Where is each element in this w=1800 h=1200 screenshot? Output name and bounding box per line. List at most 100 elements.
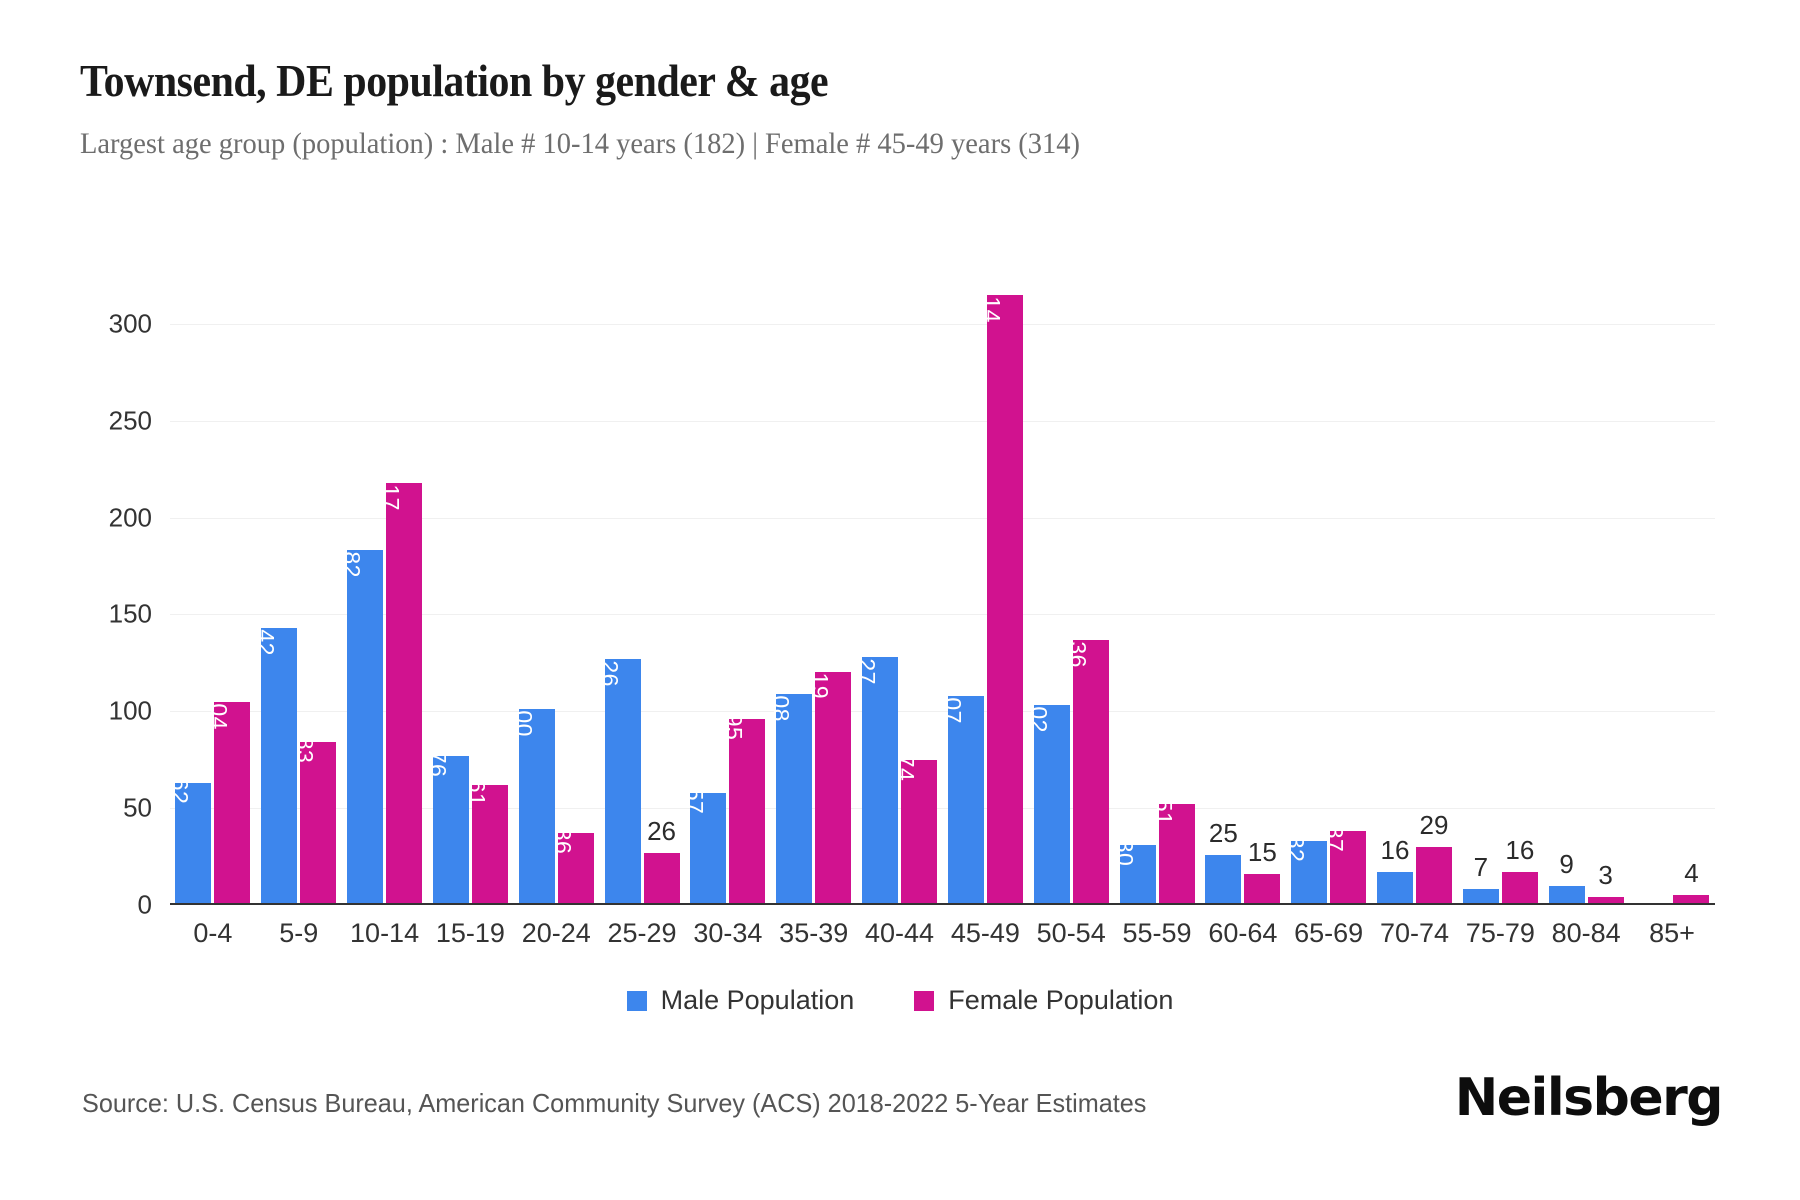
bar-value-inside: 36	[549, 827, 576, 855]
bar-value-inside: 83	[292, 736, 319, 764]
page-subtitle: Largest age group (population) : Male # …	[80, 127, 1081, 160]
bar-male-5-9[interactable]: 142	[253, 616, 298, 903]
page-title: Townsend, DE population by gender & age	[80, 56, 829, 106]
bar-group: 16 29	[1372, 285, 1458, 903]
bar-value-inside: 32	[1283, 835, 1310, 863]
y-axis-tick-label: 100	[108, 695, 152, 726]
bar-male-15-19[interactable]: 76	[425, 750, 469, 903]
bar-female-10-14[interactable]: 217	[378, 471, 423, 903]
bar-female-25-29[interactable]: 26	[643, 816, 680, 903]
bar-value-inside: 127	[854, 645, 881, 685]
x-axis-category-label: 40-44	[865, 918, 935, 948]
bar-value-inside: 76	[424, 750, 451, 778]
bar-male-30-34[interactable]: 57	[682, 787, 727, 903]
bar-female-80-84[interactable]: 3	[1587, 860, 1624, 903]
bar-male-25-29[interactable]: 126	[597, 647, 641, 903]
bar-female-85+[interactable]: 4	[1673, 858, 1710, 903]
bar-male-60-64[interactable]: 25	[1205, 818, 1242, 903]
y-axis-tick-label: 200	[108, 502, 152, 532]
bar-group: 107 314	[940, 283, 1028, 903]
bar-group: 182 217	[339, 285, 428, 903]
x-axis-category-label: 65-69	[1294, 918, 1364, 948]
x-axis-category-label: 25-29	[607, 918, 677, 948]
gridline	[170, 420, 1715, 422]
bar-male-45-49[interactable]: 107	[940, 684, 984, 903]
bar-value-inside: 182	[339, 538, 366, 579]
bar-value-outside: 4	[1684, 858, 1699, 889]
bar-male-55-59[interactable]: 30	[1112, 840, 1156, 903]
bar-male-10-14[interactable]: 182	[339, 538, 384, 903]
gridline	[170, 323, 1715, 325]
bar-value-inside: 108	[768, 681, 795, 722]
x-axis-category-label: 5-9	[279, 918, 319, 948]
x-axis-category-label: 75-79	[1465, 918, 1535, 948]
bar-female-20-24[interactable]: 36	[550, 828, 594, 903]
x-axis-category-label: 50-54	[1036, 918, 1106, 948]
bar-male-70-74[interactable]: 16	[1377, 835, 1413, 903]
bar-male-50-54[interactable]: 102	[1026, 693, 1070, 903]
bar-male-35-39[interactable]: 108	[768, 682, 813, 903]
x-axis-category-label: 15-19	[435, 918, 505, 948]
bar-female-70-74[interactable]: 29	[1416, 810, 1452, 903]
x-axis-category-label: 45-49	[950, 918, 1020, 948]
y-axis-tick-label: 0	[137, 889, 152, 920]
legend-swatch-icon	[626, 990, 647, 1011]
bar-female-5-9[interactable]: 83	[292, 737, 337, 903]
bar-group: 142 83	[253, 285, 342, 903]
bar-value-inside: 57	[682, 787, 709, 814]
bar-value-outside: 16	[1380, 835, 1410, 865]
source-note: Source: U.S. Census Bureau, American Com…	[82, 1088, 1147, 1118]
bar-group: 108 119	[768, 285, 857, 903]
bar-value-inside: 107	[939, 683, 966, 724]
gridline	[170, 614, 1715, 616]
bar-male-40-44[interactable]: 127	[854, 645, 899, 903]
bar-female-65-69[interactable]: 37	[1322, 826, 1367, 903]
legend-item[interactable]: Male Population	[626, 985, 855, 1016]
gridline	[170, 808, 1715, 810]
bar-value-inside: 61	[463, 779, 490, 807]
bar-value-inside: 136	[1064, 627, 1091, 668]
bar-female-15-19[interactable]: 61	[464, 780, 508, 903]
bar-value-inside: 30	[1111, 839, 1138, 867]
gridline	[170, 517, 1715, 519]
chart-legend: Male Population Female Population	[0, 985, 1800, 1016]
bar-group: 100 36	[511, 285, 599, 903]
bar-group: 126 26	[597, 285, 685, 903]
bar-female-60-64[interactable]: 15	[1244, 837, 1281, 903]
bar-female-0-4[interactable]: 104	[206, 690, 251, 903]
bar-value-inside: 104	[206, 689, 233, 730]
bar-value-inside: 102	[1025, 693, 1052, 734]
bar-female-40-44[interactable]: 74	[893, 754, 938, 903]
bar-female-45-49[interactable]: 314	[979, 283, 1023, 903]
bar-value-inside: 119	[807, 661, 834, 700]
y-axis-tick-label: 300	[108, 308, 152, 339]
bar-female-30-34[interactable]: 95	[721, 714, 766, 903]
bar-female-55-59[interactable]: 51	[1151, 799, 1195, 903]
bar-group: 25 15	[1200, 285, 1286, 903]
legend-label: Male Population	[660, 985, 855, 1015]
legend-item[interactable]: Female Population	[914, 985, 1173, 1016]
x-axis-category-label: 55-59	[1122, 918, 1192, 948]
bar-male-20-24[interactable]: 100	[511, 697, 555, 903]
bar-group: 4	[1629, 285, 1715, 903]
x-axis-category-label: 0-4	[193, 918, 233, 948]
bar-value-outside: 26	[647, 815, 677, 846]
bar-groups: 62 104 142 83 182 217 76 61 100 36 126 26 57 95 108 119…	[167, 283, 1715, 903]
bar-female-75-79[interactable]: 16	[1501, 835, 1538, 903]
bar-male-65-69[interactable]: 32	[1283, 836, 1328, 903]
bar-group: 102 136	[1026, 285, 1114, 903]
bar-male-0-4[interactable]: 62	[167, 778, 212, 903]
bar-male-75-79[interactable]: 7	[1462, 852, 1499, 903]
bar-value-outside: 16	[1505, 835, 1535, 865]
bar-value-inside: 217	[378, 470, 405, 511]
x-axis-category-label: 35-39	[779, 918, 849, 948]
bar-female-50-54[interactable]: 136	[1065, 628, 1109, 903]
bar-female-35-39[interactable]: 119	[807, 661, 852, 903]
y-axis-tick-label: 150	[108, 598, 152, 629]
bar-male-80-84[interactable]: 9	[1548, 849, 1585, 903]
brand-logo: Neilsberg	[1454, 1068, 1724, 1128]
legend-swatch-icon	[914, 990, 935, 1011]
bar-value-inside: 51	[1150, 798, 1177, 826]
